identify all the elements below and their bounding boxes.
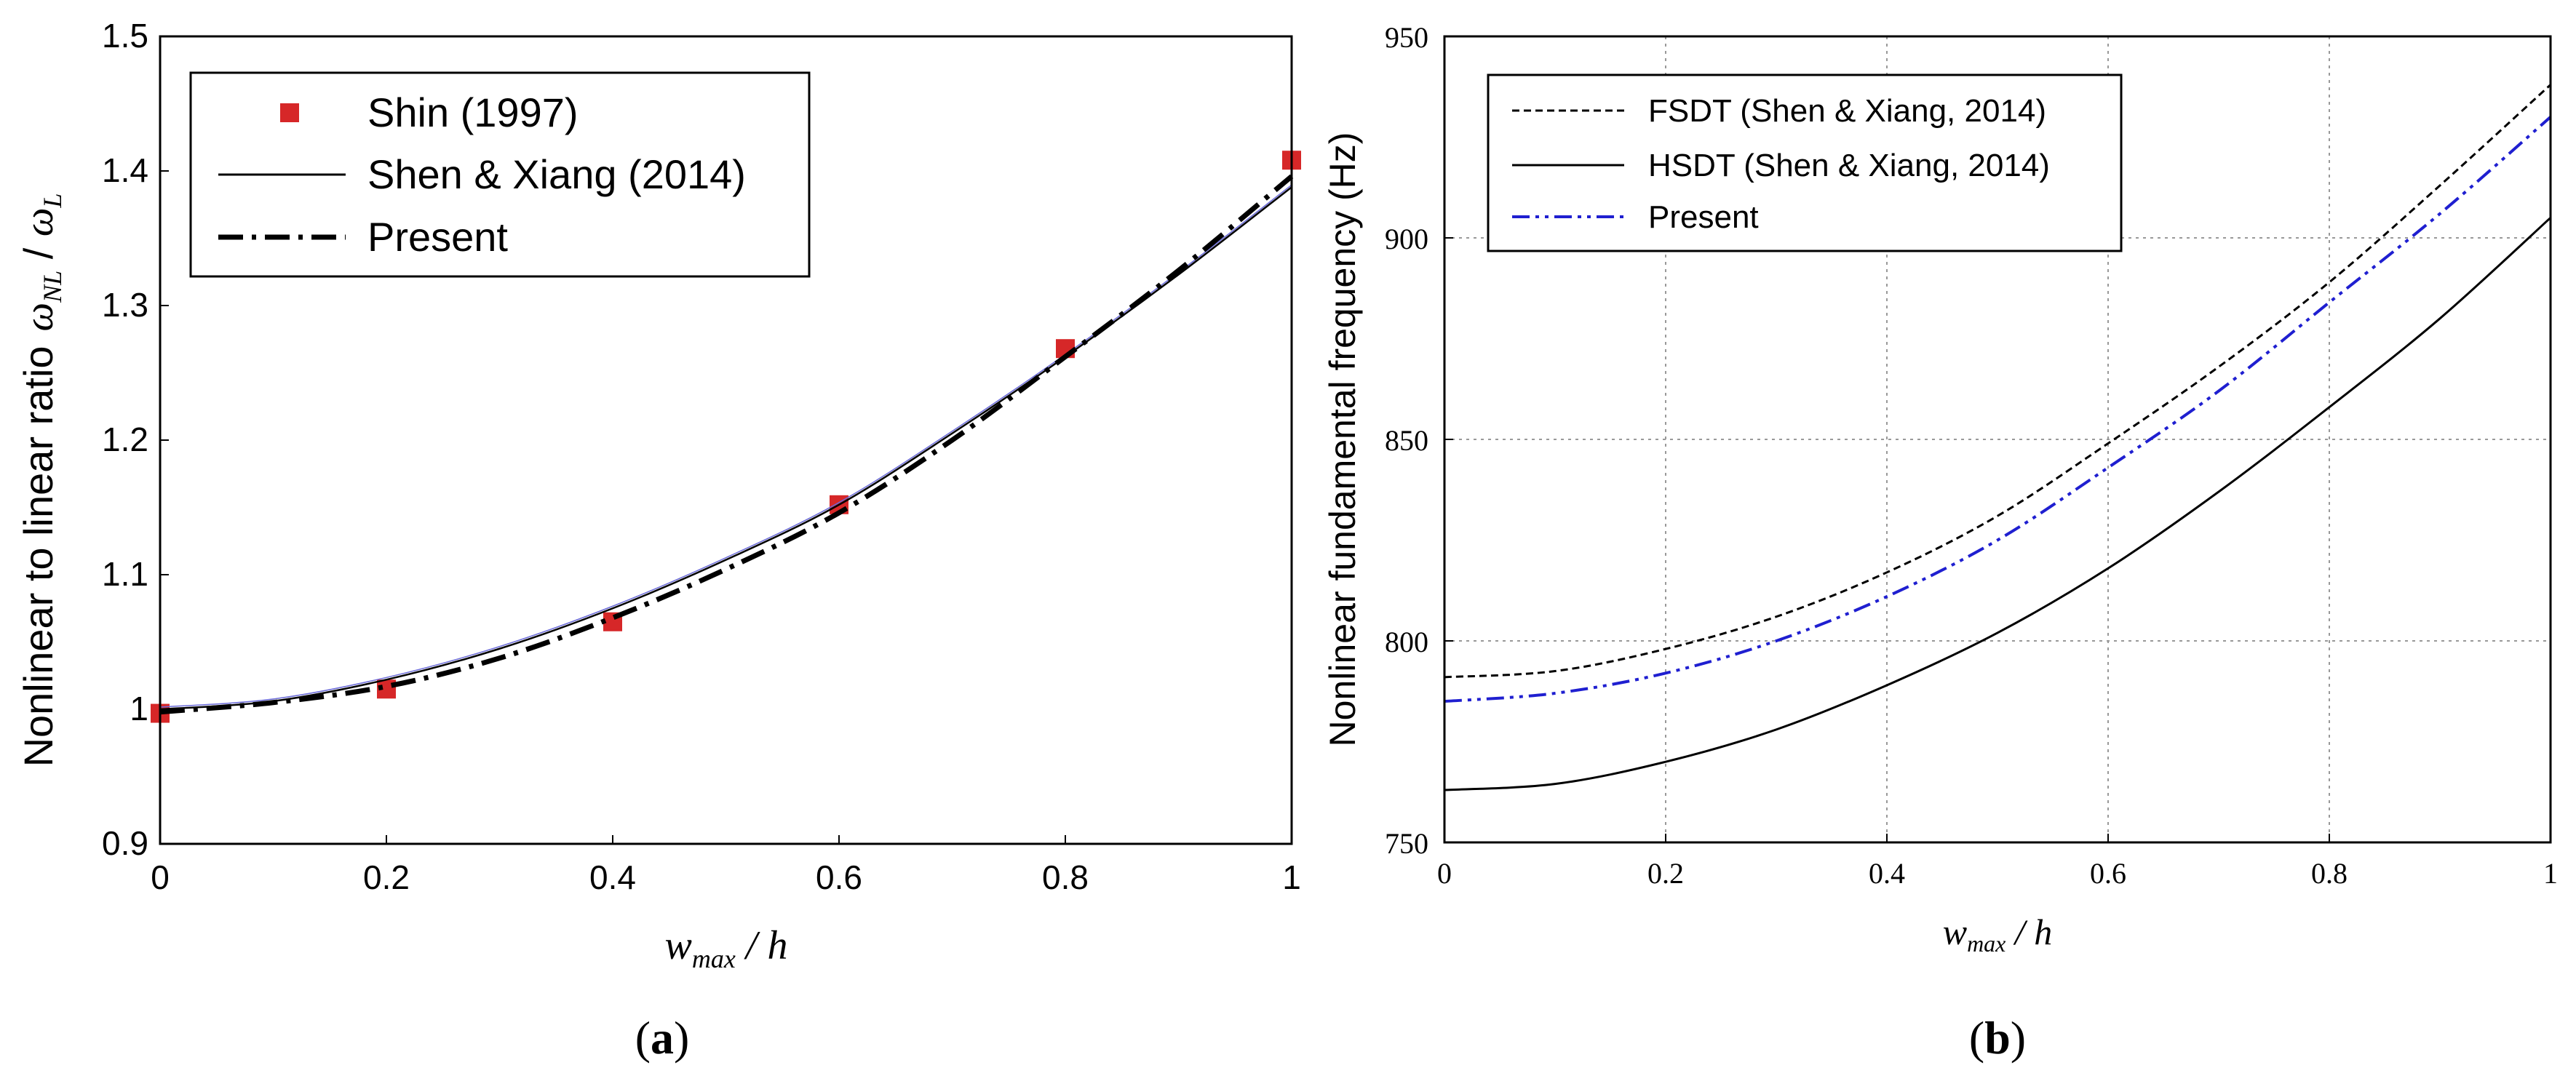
panel-a-ylabel-text: Nonlinear to linear ratio [15, 346, 61, 767]
panel-b-legend: FSDT (Shen & Xiang, 2014) HSDT (Shen & X… [1487, 73, 2123, 252]
panel-b-xtick-label: 0.6 [2090, 857, 2126, 890]
panel-b-xtick-label: 0.4 [1869, 857, 1905, 890]
panel-a-caption-letter: a [651, 1012, 674, 1064]
legend-label-fsdt: FSDT (Shen & Xiang, 2014) [1648, 93, 2046, 129]
panel-b-xlabel: wmax / h [1943, 912, 2053, 957]
panel-a-ylabel-sub2: L [38, 194, 67, 209]
panel-a-ylabel-sub1: NL [38, 271, 67, 303]
panel-a-xlabel: wmax / h [665, 923, 788, 973]
panel-a-ytick-label: 1.1 [102, 555, 148, 593]
panel-a-ytick-label: 1.2 [102, 420, 148, 458]
panel-a-legend: Shin (1997) Shen & Xiang (2014) Present [189, 71, 811, 278]
panel-a-xtick-label: 0 [151, 858, 170, 896]
panel-a-ytick-label: 1 [130, 690, 148, 727]
panel-a-ticks-layer: 0 0.2 0.4 0.6 0.8 1 0.9 1 1.1 1.2 1.3 1.4 1.5 [102, 17, 1301, 896]
panel-a-caption-close: ) [674, 1012, 689, 1064]
panel-a-xlabel-tail: / h [736, 923, 788, 968]
panel-a-xtick-label: 1 [1282, 858, 1301, 896]
panel-b-xlabel-sub: max [1967, 930, 2005, 957]
panel-a-xtick-label: 0.8 [1042, 858, 1089, 896]
panel-a-line-present [159, 174, 1294, 715]
panel-a-chart: 0 0.2 0.4 0.6 0.8 1 0.9 1 1.1 1.2 1.3 1.4 1.5 Shin (… [15, 17, 1301, 1064]
panel-a-ylabel-sym2: ω [17, 208, 62, 237]
legend-label-hsdt: HSDT (Shen & Xiang, 2014) [1648, 148, 2050, 183]
panel-a-ytick-label: 1.3 [102, 286, 148, 324]
panel-a-caption-open: ( [635, 1012, 651, 1064]
panel-b-series-layer [1444, 84, 2552, 791]
panel-b-ytick-label: 800 [1385, 626, 1428, 658]
panel-b-xlabel-main: w [1943, 912, 1967, 952]
legend-marker-shin [280, 103, 299, 122]
panel-a-ytick-label: 0.9 [102, 824, 148, 862]
panel-b-xtick-label: 0.2 [1647, 857, 1684, 890]
panel-b-caption: (b) [1969, 1012, 2026, 1064]
panel-b-xtick-label: 0.8 [2311, 857, 2348, 890]
panel-b-caption-close: ) [2011, 1012, 2026, 1064]
panel-b-xlabel-tail: / h [2005, 912, 2052, 952]
panel-b-ytick-label: 750 [1385, 827, 1428, 860]
panel-a-ytick-label: 1.4 [102, 151, 148, 189]
panel-b-caption-letter: b [1984, 1012, 2011, 1064]
panel-b-line-present [1444, 116, 2552, 703]
panel-b-ytick-label: 850 [1385, 424, 1428, 457]
panel-b-xtick-label: 1 [2543, 857, 2558, 890]
panel-a-ylabel-slash: / [15, 236, 61, 271]
panel-a-xlabel-main: w [665, 923, 692, 968]
panel-a-xtick-label: 0.4 [589, 858, 636, 896]
panel-a-xtick-label: 0.6 [816, 858, 862, 896]
panel-b-line-fsdt-shen-xiang-2014 [1444, 84, 2552, 679]
panel-a-caption: (a) [635, 1012, 690, 1064]
panel-b-chart: 0 0.2 0.4 0.6 0.8 1 750 800 850 900 950 FSDT (Shen… [1322, 21, 2558, 1064]
panel-b-ylabel: Nonlinear fundamental frequency (Hz) [1322, 132, 1363, 747]
panel-a-ytick-label: 1.5 [102, 17, 148, 55]
panel-a-xlabel-sub: max [692, 944, 736, 973]
panel-b-legend-box [1487, 73, 2123, 252]
legend-label-shin: Shin (1997) [367, 89, 579, 135]
panel-a-series-layer [151, 151, 1301, 723]
panel-a-xtick-label: 0.2 [363, 858, 410, 896]
panel-b-ytick-label: 900 [1385, 223, 1428, 255]
panel-b-caption-open: ( [1969, 1012, 1984, 1064]
legend-label-shen-xiang: Shen & Xiang (2014) [367, 151, 746, 197]
panel-b-ytick-label: 950 [1385, 21, 1428, 54]
panel-a-ylabel-sym1: ω [17, 303, 62, 332]
legend-label-present-a: Present [367, 214, 508, 260]
panel-a-ylabel: Nonlinear to linear ratioωNL / ωL [15, 194, 67, 767]
legend-label-present-b: Present [1648, 199, 1759, 235]
panel-b-xtick-label: 0 [1437, 857, 1452, 890]
panel-b-line-hsdt-shen-xiang-2014 [1444, 217, 2552, 791]
panel-b-ticks-layer: 0 0.2 0.4 0.6 0.8 1 750 800 850 900 950 [1385, 21, 2558, 890]
